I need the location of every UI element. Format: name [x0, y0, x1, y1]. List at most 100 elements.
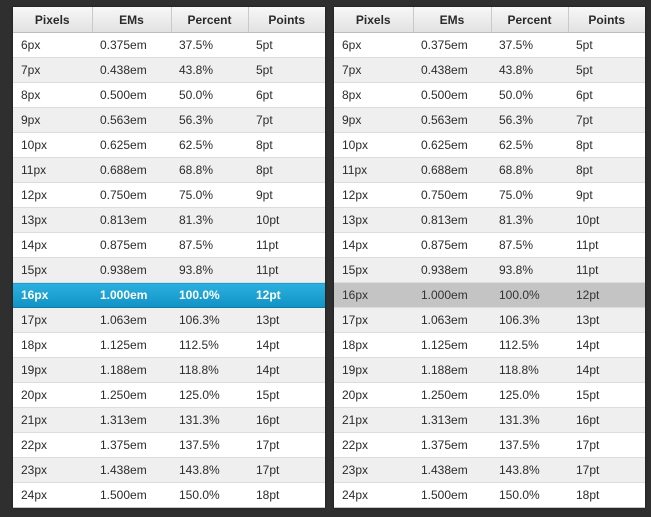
cell-ems: 1.188em [413, 357, 491, 383]
table-row[interactable]: 13px 0.813em 81.3% 10pt [334, 207, 645, 233]
column-header-points[interactable]: Points [248, 7, 325, 33]
table-row[interactable]: 10px 0.625em 62.5% 8pt [13, 132, 325, 158]
table-row[interactable]: 23px 1.438em 143.8% 17pt [13, 457, 325, 483]
cell-percent: 93.8% [491, 257, 568, 283]
cell-points: 17pt [568, 432, 645, 458]
table-row[interactable]: 7px 0.438em 43.8% 5pt [334, 57, 645, 83]
table-row[interactable]: 8px 0.500em 50.0% 6pt [13, 82, 325, 108]
cell-pixels: 16px [334, 282, 413, 308]
cell-pixels: 18px [334, 332, 413, 358]
cell-ems: 0.938em [413, 257, 491, 283]
cell-percent: 87.5% [491, 232, 568, 258]
cell-pixels: 24px [13, 482, 92, 508]
table-row[interactable]: 12px 0.750em 75.0% 9pt [334, 182, 645, 208]
column-header-pixels[interactable]: Pixels [334, 7, 414, 33]
table-row[interactable]: 6px 0.375em 37.5% 5pt [334, 32, 645, 58]
table-row[interactable]: 9px 0.563em 56.3% 7pt [13, 107, 325, 133]
table-row[interactable]: 8px 0.500em 50.0% 6pt [334, 82, 645, 108]
cell-points: 14pt [568, 332, 645, 358]
cell-pixels: 20px [334, 382, 413, 408]
table-row[interactable]: 6px 0.375em 37.5% 5pt [13, 32, 325, 58]
cell-ems: 1.438em [92, 457, 171, 483]
cell-pixels: 9px [13, 107, 92, 133]
column-header-points[interactable]: Points [568, 7, 645, 33]
column-header-pixels[interactable]: Pixels [13, 7, 93, 33]
cell-percent: 81.3% [171, 207, 248, 233]
column-header-percent[interactable]: Percent [171, 7, 249, 33]
cell-percent: 43.8% [171, 57, 248, 83]
cell-pixels: 19px [13, 357, 92, 383]
cell-percent: 50.0% [491, 82, 568, 108]
column-header-ems[interactable]: EMs [413, 7, 492, 33]
table-row[interactable]: 15px 0.938em 93.8% 11pt [13, 257, 325, 283]
cell-pixels: 8px [334, 82, 413, 108]
table-row[interactable]: 24px 1.500em 150.0% 18pt [334, 482, 645, 508]
table-row[interactable]: 22px 1.375em 137.5% 17pt [334, 432, 645, 458]
cell-percent: 137.5% [171, 432, 248, 458]
cell-points: 13pt [568, 307, 645, 333]
cell-percent: 37.5% [491, 32, 568, 58]
table-row[interactable]: 18px 1.125em 112.5% 14pt [334, 332, 645, 358]
cell-pixels: 6px [334, 32, 413, 58]
cell-pixels: 12px [13, 182, 92, 208]
font-size-table-left: Pixels EMs Percent Points 6px 0.375em 37.5… [13, 7, 325, 508]
cell-ems: 1.438em [413, 457, 491, 483]
cell-points: 17pt [568, 457, 645, 483]
cell-points: 11pt [248, 257, 325, 283]
table-row[interactable]: 19px 1.188em 118.8% 14pt [13, 357, 325, 383]
cell-ems: 0.625em [413, 132, 491, 158]
table-row[interactable]: 16px 1.000em 100.0% 12pt [334, 282, 645, 308]
table-row[interactable]: 21px 1.313em 131.3% 16pt [13, 407, 325, 433]
table-row[interactable]: 22px 1.375em 137.5% 17pt [13, 432, 325, 458]
table-row[interactable]: 9px 0.563em 56.3% 7pt [334, 107, 645, 133]
table-row[interactable]: 20px 1.250em 125.0% 15pt [334, 382, 645, 408]
table-row[interactable]: 18px 1.125em 112.5% 14pt [13, 332, 325, 358]
cell-percent: 143.8% [171, 457, 248, 483]
cell-pixels: 23px [13, 457, 92, 483]
cell-percent: 137.5% [491, 432, 568, 458]
cell-percent: 118.8% [171, 357, 248, 383]
cell-pixels: 15px [334, 257, 413, 283]
table-row[interactable]: 17px 1.063em 106.3% 13pt [334, 307, 645, 333]
table-row[interactable]: 16px 1.000em 100.0% 12pt [13, 282, 325, 308]
cell-points: 14pt [568, 357, 645, 383]
table-row[interactable]: 14px 0.875em 87.5% 11pt [334, 232, 645, 258]
table-row[interactable]: 24px 1.500em 150.0% 18pt [13, 482, 325, 508]
table-row[interactable]: 11px 0.688em 68.8% 8pt [334, 157, 645, 183]
table-row[interactable]: 17px 1.063em 106.3% 13pt [13, 307, 325, 333]
cell-pixels: 17px [334, 307, 413, 333]
table-row[interactable]: 23px 1.438em 143.8% 17pt [334, 457, 645, 483]
table-row[interactable]: 11px 0.688em 68.8% 8pt [13, 157, 325, 183]
cell-ems: 0.813em [413, 207, 491, 233]
table-row[interactable]: 21px 1.313em 131.3% 16pt [334, 407, 645, 433]
column-header-ems[interactable]: EMs [92, 7, 172, 33]
cell-points: 8pt [248, 157, 325, 183]
cell-ems: 1.125em [92, 332, 171, 358]
cell-percent: 143.8% [491, 457, 568, 483]
cell-pixels: 7px [13, 57, 92, 83]
cell-ems: 0.875em [92, 232, 171, 258]
table-row[interactable]: 7px 0.438em 43.8% 5pt [13, 57, 325, 83]
table-row[interactable]: 12px 0.750em 75.0% 9pt [13, 182, 325, 208]
cell-points: 13pt [248, 307, 325, 333]
cell-ems: 0.375em [413, 32, 491, 58]
table-row[interactable]: 20px 1.250em 125.0% 15pt [13, 382, 325, 408]
table-row[interactable]: 10px 0.625em 62.5% 8pt [334, 132, 645, 158]
cell-percent: 131.3% [171, 407, 248, 433]
column-header-percent[interactable]: Percent [491, 7, 569, 33]
table-row[interactable]: 19px 1.188em 118.8% 14pt [334, 357, 645, 383]
cell-pixels: 10px [13, 132, 92, 158]
cell-percent: 112.5% [171, 332, 248, 358]
cell-pixels: 16px [13, 282, 92, 308]
cell-percent: 150.0% [491, 482, 568, 508]
table-row[interactable]: 15px 0.938em 93.8% 11pt [334, 257, 645, 283]
table-row[interactable]: 14px 0.875em 87.5% 11pt [13, 232, 325, 258]
cell-ems: 0.438em [92, 57, 171, 83]
cell-percent: 125.0% [491, 382, 568, 408]
table-row[interactable]: 13px 0.813em 81.3% 10pt [13, 207, 325, 233]
cell-points: 8pt [248, 132, 325, 158]
cell-ems: 0.688em [413, 157, 491, 183]
cell-percent: 81.3% [491, 207, 568, 233]
cell-points: 18pt [248, 482, 325, 508]
cell-percent: 87.5% [171, 232, 248, 258]
